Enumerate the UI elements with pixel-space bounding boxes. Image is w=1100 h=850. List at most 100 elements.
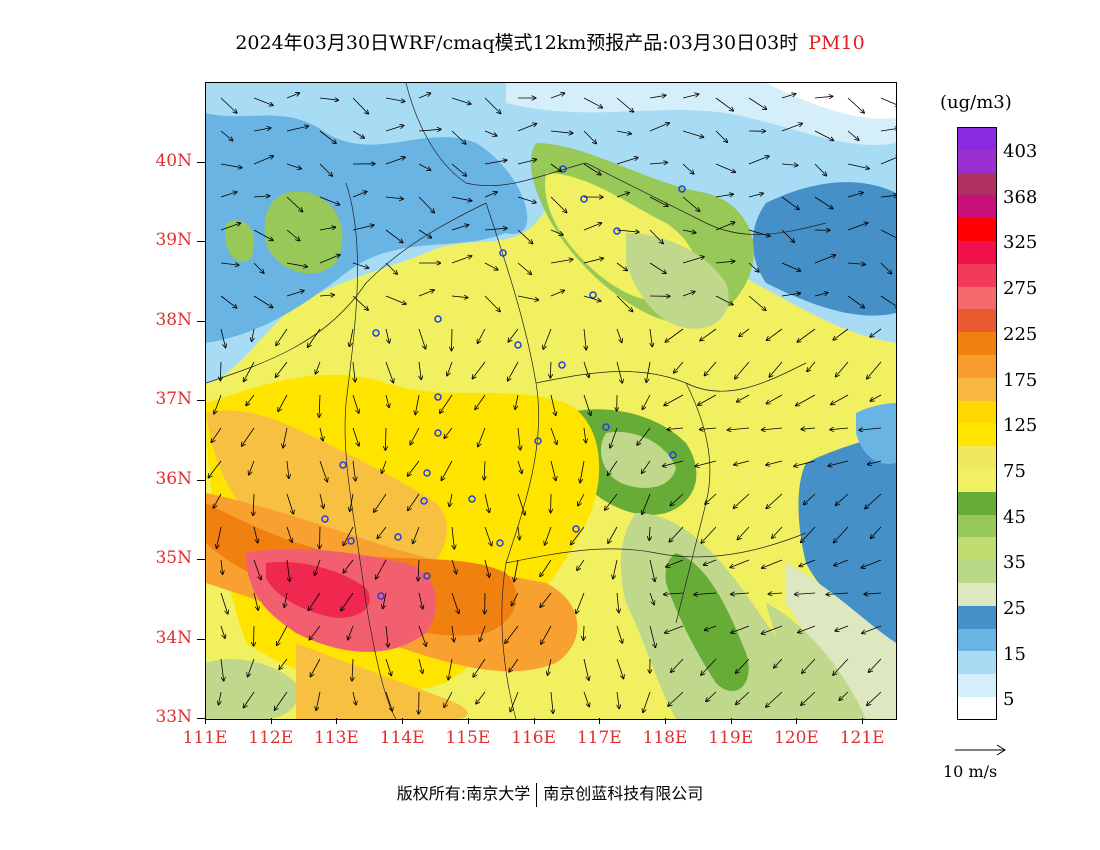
lon-label: 119E	[708, 728, 754, 748]
wind-vector	[616, 328, 622, 342]
wind-vector	[682, 130, 704, 137]
lon-tick	[402, 718, 404, 724]
wind-vector	[736, 658, 750, 673]
wind-vector	[617, 592, 619, 613]
legend-color-box	[957, 127, 997, 150]
legend-label: 325	[1003, 232, 1038, 254]
wind-vector	[352, 460, 356, 481]
station-marker-1	[580, 195, 588, 203]
wind-vector	[511, 592, 519, 606]
wind-vector	[451, 225, 469, 231]
wind-vector	[220, 223, 240, 231]
wind-vector	[701, 526, 717, 543]
wind-vector	[253, 196, 270, 197]
wind-vector	[748, 229, 770, 236]
station-marker-5	[589, 291, 597, 299]
wind-vector	[550, 163, 561, 172]
station-marker-24	[423, 572, 431, 580]
lat-tick	[197, 638, 205, 640]
wind-vector	[484, 160, 507, 165]
wind-vector	[253, 128, 271, 132]
wind-vector	[834, 559, 849, 566]
wind-vector	[862, 625, 882, 633]
wind-vector	[682, 230, 696, 233]
wind-vector	[517, 229, 533, 244]
wind-vector	[385, 361, 393, 383]
wind-vector	[319, 255, 340, 264]
lon-tick	[796, 718, 798, 724]
station-marker-13	[602, 423, 610, 431]
wind-vector	[385, 197, 403, 199]
lat-tick	[197, 479, 205, 481]
wind-vector	[286, 262, 307, 267]
owner-nju: 南京大学	[466, 784, 531, 803]
wind-vector	[319, 427, 323, 441]
wind-vector	[418, 229, 431, 238]
wind-vector	[550, 460, 556, 480]
wind-vector	[279, 658, 288, 669]
station-marker-23	[572, 525, 580, 533]
station-marker-14	[669, 451, 677, 459]
wind-vector	[352, 225, 374, 231]
wind-vector	[613, 559, 618, 579]
wind-vector	[315, 559, 321, 575]
wind-vector	[668, 691, 684, 706]
wind-vector	[451, 130, 466, 144]
wind-vector	[576, 592, 585, 613]
wind-vector	[870, 328, 882, 337]
wind-vector	[796, 394, 816, 406]
wind-vector	[320, 526, 321, 548]
wind-vector	[705, 493, 717, 504]
wind-vector	[220, 97, 237, 113]
lat-label: 37N	[155, 389, 192, 409]
wind-vector	[253, 526, 258, 543]
wind-vector	[794, 460, 816, 466]
wind-vector	[352, 262, 369, 268]
wind-vector	[649, 592, 654, 605]
wind-vector	[861, 559, 882, 568]
station-marker-8	[514, 341, 522, 349]
legend-color-box	[957, 377, 997, 401]
wind-vector	[374, 493, 387, 512]
zone-top-pale	[506, 83, 896, 146]
wind-vector	[319, 130, 336, 143]
wind-vector	[385, 125, 404, 132]
wind-vector	[220, 625, 225, 638]
wind-vector	[583, 163, 601, 175]
wind-vector	[278, 394, 288, 411]
wind-vector	[730, 559, 750, 568]
wind-vector	[213, 493, 222, 508]
wind-vector	[473, 658, 486, 677]
wind-vector	[814, 196, 833, 209]
station-marker-9	[558, 361, 566, 369]
wind-vector	[286, 493, 293, 514]
wind-vector	[319, 98, 338, 100]
wind-vector	[798, 625, 816, 633]
wind-vector	[418, 163, 431, 170]
wind-vector	[748, 97, 766, 109]
wind-vector	[728, 428, 750, 430]
station-marker-11	[434, 429, 442, 437]
wind-vector	[663, 460, 684, 466]
border-0	[206, 202, 487, 384]
lon-label: 113E	[313, 728, 359, 748]
wind-vector	[550, 259, 573, 264]
wind-vector	[643, 691, 651, 712]
wind-vector	[244, 361, 255, 381]
legend-color-box	[957, 514, 997, 538]
wind-vector	[700, 328, 717, 341]
wind-vector	[616, 295, 633, 311]
legend-color-box	[957, 423, 997, 447]
wind-vector	[880, 156, 896, 165]
wind-vector	[583, 361, 589, 377]
wind-vector	[376, 559, 387, 579]
wind-vector	[807, 361, 816, 371]
wind-vector	[452, 526, 454, 549]
wind-vector	[341, 592, 354, 611]
wind-vector	[444, 691, 453, 707]
wind-vector	[616, 158, 638, 165]
wind-vector	[715, 261, 735, 263]
wind-vector	[616, 361, 622, 383]
station-marker-16	[423, 469, 431, 477]
wind-vector	[762, 625, 783, 634]
